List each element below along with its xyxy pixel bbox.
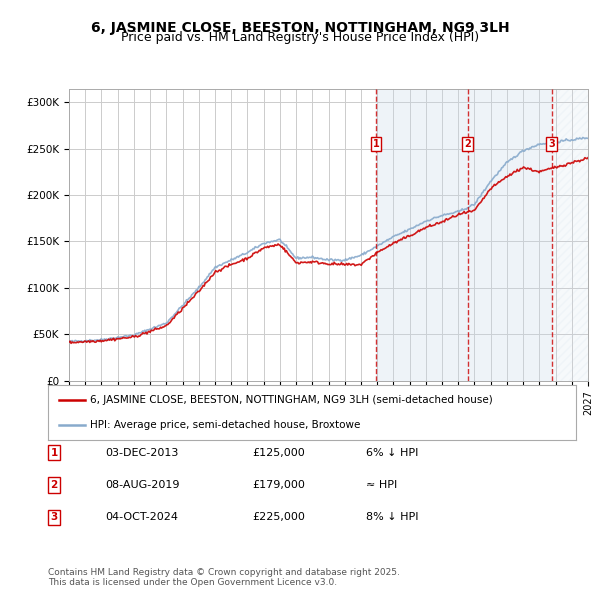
Text: £125,000: £125,000 — [252, 448, 305, 457]
Bar — [468, 88, 551, 381]
Text: 8% ↓ HPI: 8% ↓ HPI — [366, 513, 419, 522]
Text: 6% ↓ HPI: 6% ↓ HPI — [366, 448, 418, 457]
Text: Contains HM Land Registry data © Crown copyright and database right 2025.
This d: Contains HM Land Registry data © Crown c… — [48, 568, 400, 587]
Text: 04-OCT-2024: 04-OCT-2024 — [105, 513, 178, 522]
Text: 6, JASMINE CLOSE, BEESTON, NOTTINGHAM, NG9 3LH (semi-detached house): 6, JASMINE CLOSE, BEESTON, NOTTINGHAM, N… — [90, 395, 493, 405]
Bar — [376, 88, 468, 381]
Bar — [551, 88, 588, 381]
Text: 2: 2 — [464, 139, 471, 149]
Text: 2: 2 — [50, 480, 58, 490]
Text: 3: 3 — [548, 139, 555, 149]
Text: 6, JASMINE CLOSE, BEESTON, NOTTINGHAM, NG9 3LH: 6, JASMINE CLOSE, BEESTON, NOTTINGHAM, N… — [91, 21, 509, 35]
Text: 08-AUG-2019: 08-AUG-2019 — [105, 480, 179, 490]
Text: Price paid vs. HM Land Registry's House Price Index (HPI): Price paid vs. HM Land Registry's House … — [121, 31, 479, 44]
Text: 3: 3 — [50, 513, 58, 522]
Text: £225,000: £225,000 — [252, 513, 305, 522]
Text: HPI: Average price, semi-detached house, Broxtowe: HPI: Average price, semi-detached house,… — [90, 420, 361, 430]
Text: 1: 1 — [373, 139, 379, 149]
Text: £179,000: £179,000 — [252, 480, 305, 490]
Text: ≈ HPI: ≈ HPI — [366, 480, 397, 490]
Text: 1: 1 — [50, 448, 58, 457]
Text: 03-DEC-2013: 03-DEC-2013 — [105, 448, 178, 457]
